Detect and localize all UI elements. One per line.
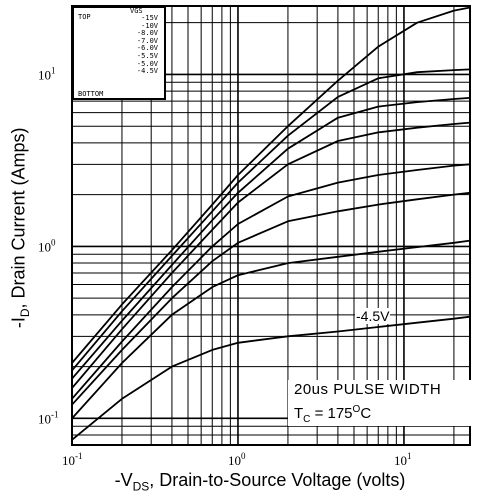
y-tick-label: 101 [38,65,56,82]
grid-lines [71,6,470,446]
x-tick-label: 10-1 [62,451,83,468]
legend-entry: -6.0V [136,44,158,53]
legend-entry: -15V [141,14,158,22]
legend-entry: -5.5V [136,51,158,60]
series-line [71,191,471,406]
y-tick-label: 100 [38,237,56,254]
conditions-note: 20us PULSE WIDTH TC = 175OC [288,380,474,426]
plot-frame [71,5,471,446]
y-axis-label: -ID, Drain Current (Amps) [8,127,32,329]
legend-box: TOP VGS -15V -10V -8.0V -7.0V -6.0V -5.5… [72,6,166,100]
series-line [71,68,471,371]
series-line [71,121,471,389]
legend-bottom-label: BOTTOM [78,90,104,98]
legend-entry: -8.0V [136,29,158,38]
series-line [71,6,471,364]
legend-entries: -15V -10V -8.0V -7.0V -6.0V -5.5V -5.0V … [136,14,158,76]
series-line [71,239,471,420]
y-tick-label: 10-1 [38,409,59,426]
legend-entry: -5.0V [136,59,158,68]
legend-entry: -4.5V [136,67,158,76]
x-tick-label: 100 [228,451,246,468]
x-tick-label: 101 [394,451,412,468]
series-line [71,163,471,400]
curves [71,6,471,441]
curve-annotation: -4.5V [355,308,391,324]
x-axis-label: -VDS, Drain-to-Source Voltage (volts) [114,470,406,494]
legend-entry: -10V [141,21,158,30]
legend-top-label: TOP [78,13,91,21]
tick-labels: 10-1 100 101 10-1 100 101 [38,65,411,468]
legend-header: VGS [130,7,143,15]
series-line [71,97,471,380]
pulse-width-text: 20us PULSE WIDTH [294,381,442,398]
legend-entry: -7.0V [136,36,158,45]
temperature-text: TC = 175OC [294,404,372,425]
series-line [71,315,471,441]
